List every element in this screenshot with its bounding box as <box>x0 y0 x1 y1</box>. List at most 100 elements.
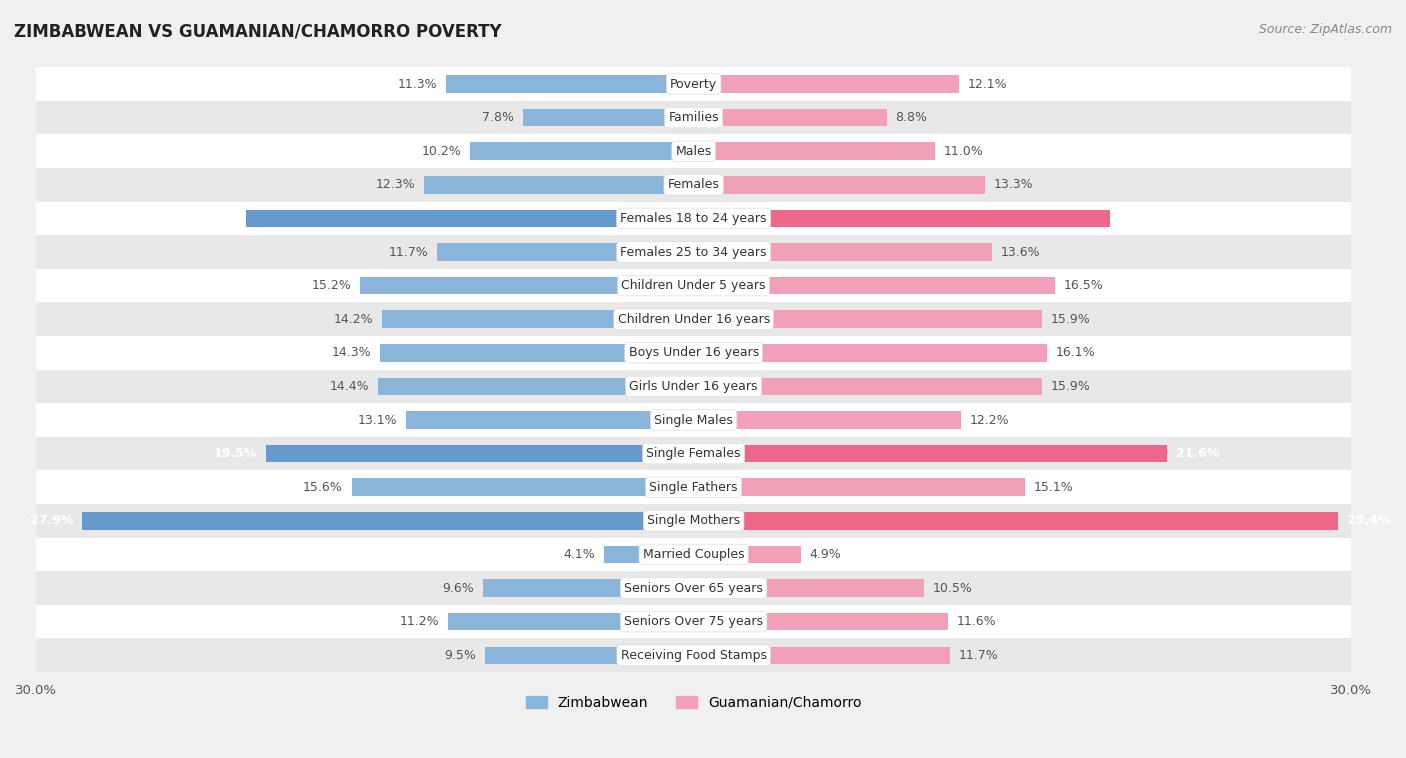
Bar <box>37 504 1351 537</box>
Text: 27.9%: 27.9% <box>30 515 73 528</box>
Text: 11.7%: 11.7% <box>388 246 429 258</box>
Legend: Zimbabwean, Guamanian/Chamorro: Zimbabwean, Guamanian/Chamorro <box>520 690 868 715</box>
Bar <box>37 302 1351 336</box>
Text: Single Fathers: Single Fathers <box>650 481 738 493</box>
Text: 12.1%: 12.1% <box>967 77 1007 90</box>
Bar <box>382 311 693 328</box>
Bar <box>37 134 1351 168</box>
Bar <box>37 370 1351 403</box>
Text: 12.3%: 12.3% <box>375 178 415 191</box>
Text: Single Males: Single Males <box>654 414 733 427</box>
Text: Females 25 to 34 years: Females 25 to 34 years <box>620 246 766 258</box>
Bar <box>693 344 1046 362</box>
Text: 9.5%: 9.5% <box>444 649 477 662</box>
Bar <box>693 512 1339 530</box>
Text: Seniors Over 65 years: Seniors Over 65 years <box>624 581 763 594</box>
Bar <box>246 210 693 227</box>
Text: 16.5%: 16.5% <box>1064 279 1104 292</box>
Text: Single Females: Single Females <box>647 447 741 460</box>
Text: 15.6%: 15.6% <box>304 481 343 493</box>
Bar <box>37 471 1351 504</box>
Bar <box>352 478 693 496</box>
Text: 10.2%: 10.2% <box>422 145 461 158</box>
Bar <box>693 412 962 429</box>
Bar <box>470 143 693 160</box>
Text: 14.3%: 14.3% <box>332 346 371 359</box>
Bar <box>603 546 693 563</box>
Text: 21.6%: 21.6% <box>1175 447 1219 460</box>
Text: Children Under 5 years: Children Under 5 years <box>621 279 766 292</box>
Bar <box>693 478 1025 496</box>
Bar <box>37 235 1351 269</box>
Text: 11.2%: 11.2% <box>399 615 439 628</box>
Text: 14.2%: 14.2% <box>335 313 374 326</box>
Text: Children Under 16 years: Children Under 16 years <box>617 313 769 326</box>
Text: Single Mothers: Single Mothers <box>647 515 740 528</box>
Text: Females: Females <box>668 178 720 191</box>
Text: Married Couples: Married Couples <box>643 548 744 561</box>
Bar <box>37 168 1351 202</box>
Bar <box>523 109 693 127</box>
Text: 19.5%: 19.5% <box>214 447 257 460</box>
Text: 12.2%: 12.2% <box>970 414 1010 427</box>
Bar <box>37 202 1351 235</box>
Text: 11.3%: 11.3% <box>398 77 437 90</box>
Bar <box>378 377 693 395</box>
Text: Girls Under 16 years: Girls Under 16 years <box>630 380 758 393</box>
Bar <box>693 647 950 664</box>
Text: 19.0%: 19.0% <box>1119 212 1163 225</box>
Bar <box>693 75 959 92</box>
Bar <box>693 109 887 127</box>
Text: 10.5%: 10.5% <box>932 581 973 594</box>
Bar <box>425 176 693 193</box>
Bar <box>37 572 1351 605</box>
Text: Males: Males <box>675 145 711 158</box>
Bar <box>693 210 1111 227</box>
Text: 13.3%: 13.3% <box>994 178 1033 191</box>
Bar <box>693 143 935 160</box>
Bar <box>37 67 1351 101</box>
Bar <box>437 243 693 261</box>
Bar <box>693 277 1056 294</box>
Bar <box>37 403 1351 437</box>
Text: 13.6%: 13.6% <box>1001 246 1040 258</box>
Bar <box>484 579 693 597</box>
Text: 15.9%: 15.9% <box>1050 380 1091 393</box>
Text: 29.4%: 29.4% <box>1347 515 1391 528</box>
Bar <box>266 445 693 462</box>
Text: 15.1%: 15.1% <box>1033 481 1073 493</box>
Bar <box>693 311 1042 328</box>
Bar <box>693 176 986 193</box>
Text: 15.9%: 15.9% <box>1050 313 1091 326</box>
Text: Seniors Over 75 years: Seniors Over 75 years <box>624 615 763 628</box>
Bar <box>446 75 693 92</box>
Bar <box>37 437 1351 471</box>
Text: Source: ZipAtlas.com: Source: ZipAtlas.com <box>1258 23 1392 36</box>
Bar <box>693 243 991 261</box>
Bar <box>449 613 693 631</box>
Text: 15.2%: 15.2% <box>312 279 352 292</box>
Bar <box>380 344 693 362</box>
Text: Poverty: Poverty <box>671 77 717 90</box>
Bar <box>37 605 1351 638</box>
Bar <box>37 336 1351 370</box>
Bar <box>693 546 801 563</box>
Text: 14.4%: 14.4% <box>329 380 370 393</box>
Text: 16.1%: 16.1% <box>1056 346 1095 359</box>
Bar <box>82 512 693 530</box>
Text: 11.0%: 11.0% <box>943 145 983 158</box>
Text: 8.8%: 8.8% <box>896 111 928 124</box>
Bar <box>693 579 924 597</box>
Text: 9.6%: 9.6% <box>443 581 474 594</box>
Text: 4.1%: 4.1% <box>564 548 595 561</box>
Text: Boys Under 16 years: Boys Under 16 years <box>628 346 759 359</box>
Bar <box>693 613 948 631</box>
Text: Females 18 to 24 years: Females 18 to 24 years <box>620 212 766 225</box>
Bar <box>693 445 1167 462</box>
Bar <box>37 269 1351 302</box>
Text: 20.4%: 20.4% <box>194 212 238 225</box>
Bar <box>485 647 693 664</box>
Bar <box>37 537 1351 572</box>
Text: Families: Families <box>668 111 718 124</box>
Bar <box>693 377 1042 395</box>
